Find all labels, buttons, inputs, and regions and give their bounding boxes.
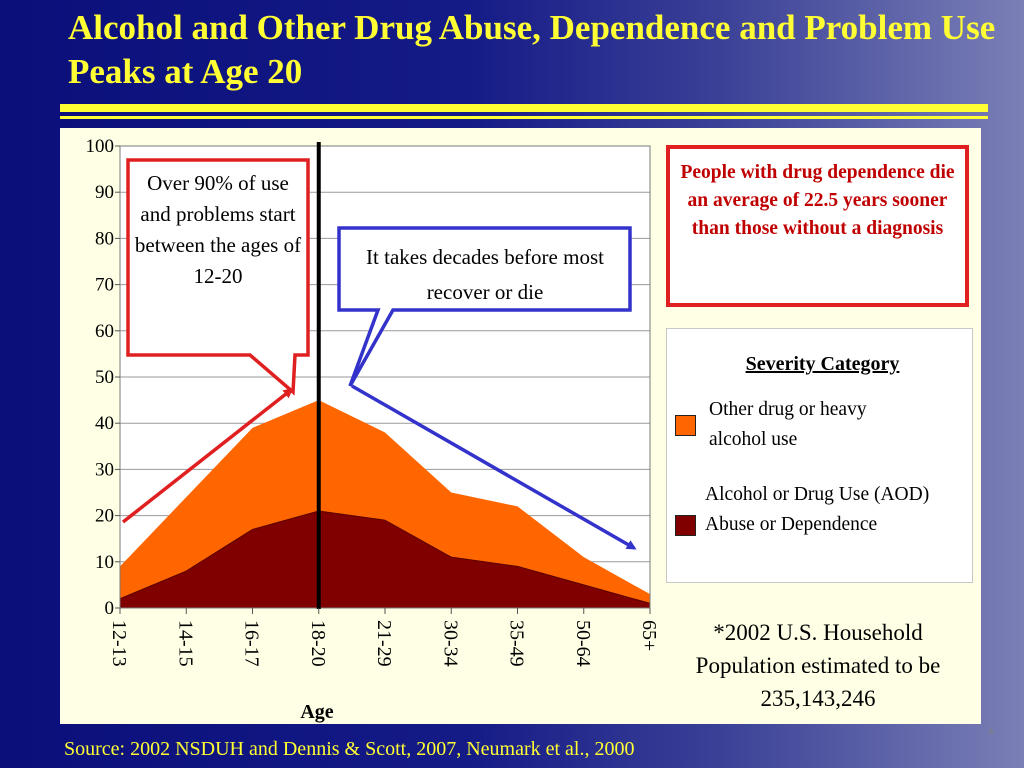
- x-axis-label: Age: [300, 701, 333, 723]
- slide-number: 4: [988, 725, 994, 737]
- y-tick-label: 100: [86, 136, 115, 157]
- y-tick-label: 50: [95, 367, 114, 388]
- slide-title: Alcohol and Other Drug Abuse, Dependence…: [68, 8, 996, 91]
- legend-swatch-other-drug: [675, 415, 696, 436]
- population-footnote: *2002 U.S. Household Population estimate…: [695, 620, 941, 711]
- x-tick-label: 14-15: [174, 620, 196, 667]
- y-tick-label: 80: [95, 228, 114, 249]
- source-citation: Source: 2002 NSDUH and Dennis & Scott, 2…: [64, 738, 635, 760]
- y-tick-label: 40: [95, 413, 114, 434]
- legend-label-aod: Alcohol or Drug Use (AOD) Abuse or Depen…: [705, 484, 930, 535]
- legend: Severity Category Other drug or heavy al…: [666, 328, 973, 583]
- info-box-text: People with drug dependence die an avera…: [680, 162, 955, 239]
- red-arrow: [121, 388, 294, 524]
- legend-label-other-drug: Other drug or heavy alcohol use: [709, 399, 867, 450]
- y-tick-label: 30: [95, 459, 114, 480]
- y-tick-label: 10: [95, 552, 114, 573]
- x-tick-label: 12-13: [108, 620, 130, 667]
- left-callout-bubble: [126, 158, 310, 396]
- center-callout-text: It takes decades before most recover or …: [366, 245, 604, 304]
- x-tick-label: 18-20: [307, 620, 329, 667]
- info-box: People with drug dependence die an avera…: [666, 145, 969, 307]
- left-callout-text: Over 90% of use and problems start betwe…: [134, 171, 302, 288]
- blue-arrow: [351, 384, 637, 550]
- y-tick-label: 90: [95, 182, 114, 203]
- x-tick-label: 50-64: [572, 620, 594, 667]
- y-tick-label: 70: [95, 275, 114, 296]
- title-rule-thin: [60, 116, 988, 119]
- legend-title: Severity Category: [745, 353, 900, 375]
- x-tick-label: 21-29: [373, 620, 395, 667]
- center-callout-bubble: [337, 226, 632, 387]
- y-tick-label: 60: [95, 321, 114, 342]
- x-tick-label: 16-17: [241, 620, 263, 667]
- y-tick-label: 20: [95, 506, 114, 527]
- x-tick-label: 35-49: [506, 620, 528, 667]
- title-rule: [60, 104, 988, 112]
- legend-swatch-aod: [675, 515, 696, 536]
- y-tick-label: 0: [105, 598, 115, 619]
- x-tick-label: 30-34: [439, 620, 461, 667]
- x-tick-label: 65+: [638, 620, 660, 651]
